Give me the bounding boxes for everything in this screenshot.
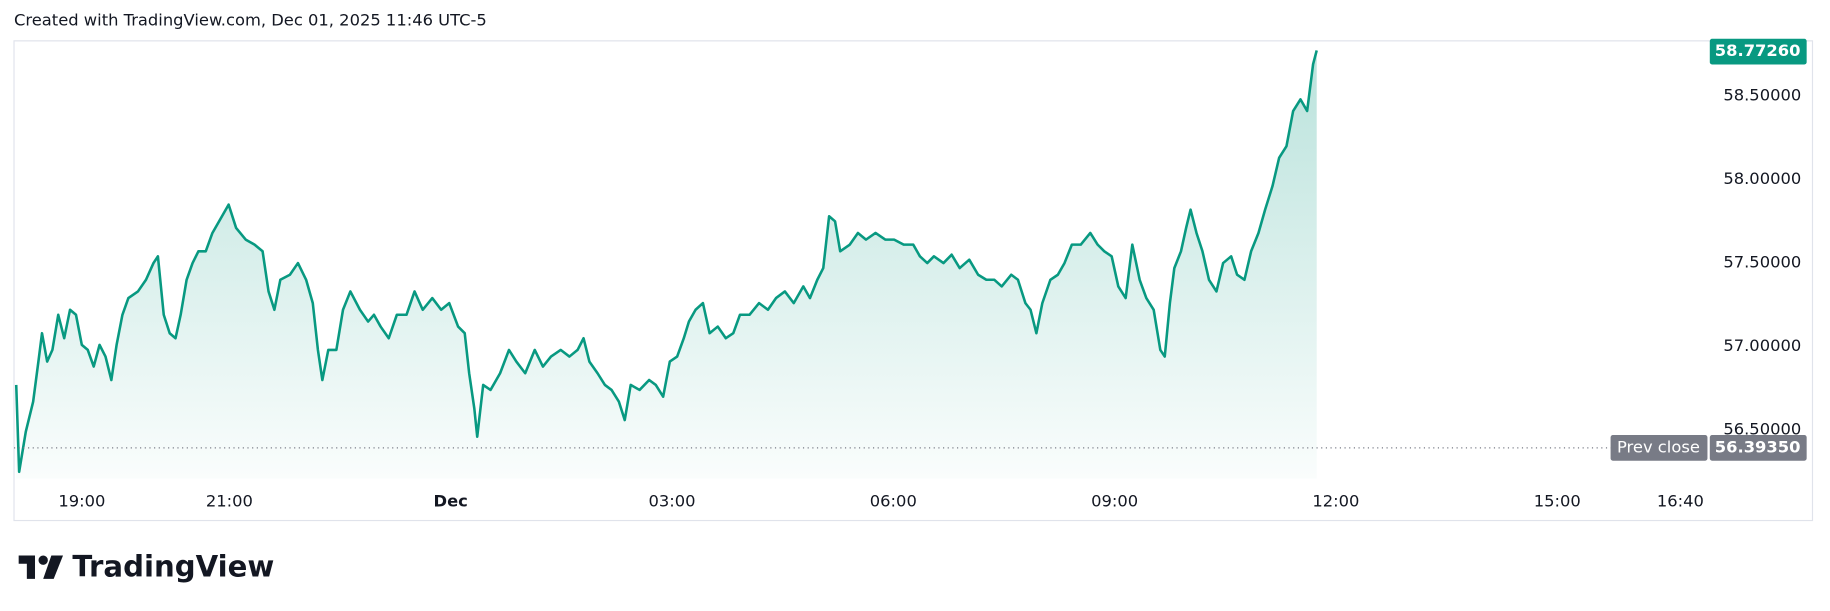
created-note: Created with TradingView.com, Dec 01, 20… xyxy=(14,11,487,30)
price-line xyxy=(14,50,1318,474)
y-tick-label: 58.50000 xyxy=(1723,85,1801,104)
last-price-label: 58.77260 xyxy=(1715,41,1801,60)
brand: TradingView xyxy=(72,549,274,583)
x-tick-label: 15:00 xyxy=(1534,491,1581,510)
plot-frame xyxy=(13,40,1814,522)
logo-mark xyxy=(43,555,64,579)
logo-mark xyxy=(18,555,36,579)
x-tick-label: 21:00 xyxy=(206,491,253,510)
x-tick-label: Dec xyxy=(434,491,468,510)
y-tick-label: 57.00000 xyxy=(1723,336,1801,355)
y-tick-label: 57.50000 xyxy=(1723,253,1801,272)
x-tick-label: 12:00 xyxy=(1312,491,1359,510)
prev-close-tag xyxy=(1610,435,1708,461)
prev-close-name: Prev close xyxy=(1617,437,1700,456)
x-tick-label: 16:40 xyxy=(1657,491,1704,510)
area-fill xyxy=(16,50,1317,479)
x-tick-label: 06:00 xyxy=(870,491,917,510)
y-tick-label: 58.00000 xyxy=(1723,169,1801,188)
prev-close-box xyxy=(1709,435,1807,461)
logo xyxy=(18,555,64,579)
prev-close-label: 56.39350 xyxy=(1715,437,1801,456)
y-tick-label: 56.50000 xyxy=(1723,420,1801,439)
x-tick-label: 09:00 xyxy=(1091,491,1138,510)
logo-dot xyxy=(38,555,48,565)
last-price-box xyxy=(1709,38,1807,65)
x-tick-label: 19:00 xyxy=(58,491,105,510)
x-tick-label: 03:00 xyxy=(648,491,695,510)
